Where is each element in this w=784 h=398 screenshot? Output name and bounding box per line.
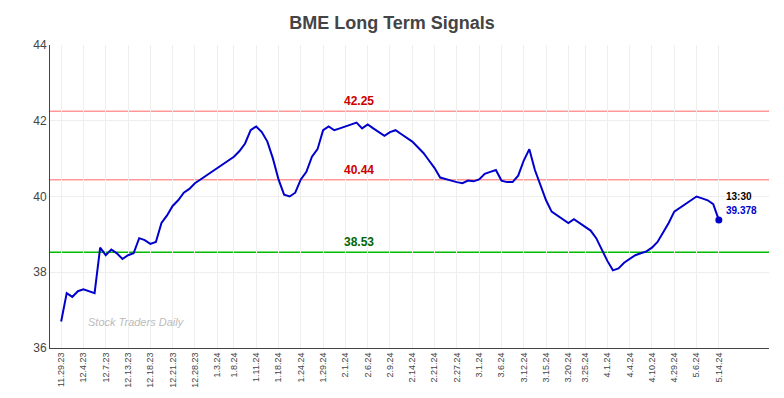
svg-text:40: 40 <box>33 190 47 204</box>
svg-text:3.25.24: 3.25.24 <box>580 353 590 383</box>
svg-text:3.20.24: 3.20.24 <box>563 353 573 383</box>
svg-text:5.6.24: 5.6.24 <box>691 353 701 378</box>
svg-text:12.13.23: 12.13.23 <box>123 353 133 388</box>
svg-text:1.18.24: 1.18.24 <box>273 353 283 383</box>
svg-text:38: 38 <box>33 265 47 279</box>
svg-text:2.21.24: 2.21.24 <box>430 353 440 383</box>
svg-text:3.12.24: 3.12.24 <box>519 353 529 383</box>
svg-text:1.29.24: 1.29.24 <box>318 353 328 383</box>
svg-text:42: 42 <box>33 114 47 128</box>
svg-text:1.8.24: 1.8.24 <box>229 353 239 378</box>
svg-text:5.14.24: 5.14.24 <box>714 353 724 383</box>
svg-text:3.6.24: 3.6.24 <box>496 353 506 378</box>
svg-text:2.14.24: 2.14.24 <box>407 353 417 383</box>
svg-text:1.3.24: 1.3.24 <box>212 353 222 378</box>
svg-text:1.24.24: 1.24.24 <box>296 353 306 383</box>
svg-text:2.6.24: 2.6.24 <box>363 353 373 378</box>
svg-text:12.18.23: 12.18.23 <box>145 353 155 388</box>
svg-text:39.378: 39.378 <box>726 205 757 216</box>
svg-text:1.11.24: 1.11.24 <box>251 353 261 382</box>
svg-text:4.4.24: 4.4.24 <box>625 353 635 378</box>
svg-text:36: 36 <box>33 341 47 355</box>
svg-text:40.44: 40.44 <box>344 163 374 177</box>
svg-text:2.9.24: 2.9.24 <box>385 353 395 378</box>
svg-text:BME Long Term Signals: BME Long Term Signals <box>289 13 495 33</box>
svg-text:4.10.24: 4.10.24 <box>647 353 657 383</box>
svg-text:2.27.24: 2.27.24 <box>452 353 462 383</box>
svg-text:3.15.24: 3.15.24 <box>541 353 551 383</box>
svg-text:13:30: 13:30 <box>726 191 752 202</box>
svg-text:12.4.23: 12.4.23 <box>78 353 88 383</box>
svg-text:Stock Traders Daily: Stock Traders Daily <box>88 316 185 328</box>
svg-text:44: 44 <box>33 38 47 52</box>
svg-text:3.1.24: 3.1.24 <box>474 353 484 378</box>
svg-text:4.1.24: 4.1.24 <box>602 353 612 378</box>
svg-text:4.29.24: 4.29.24 <box>669 353 679 383</box>
svg-text:12.28.23: 12.28.23 <box>190 353 200 388</box>
svg-text:2.1.24: 2.1.24 <box>340 353 350 378</box>
svg-text:42.25: 42.25 <box>344 94 374 108</box>
svg-text:12.7.23: 12.7.23 <box>101 353 111 383</box>
svg-text:38.53: 38.53 <box>344 235 374 249</box>
svg-text:11.29.23: 11.29.23 <box>56 353 66 387</box>
svg-text:12.21.23: 12.21.23 <box>168 353 178 388</box>
